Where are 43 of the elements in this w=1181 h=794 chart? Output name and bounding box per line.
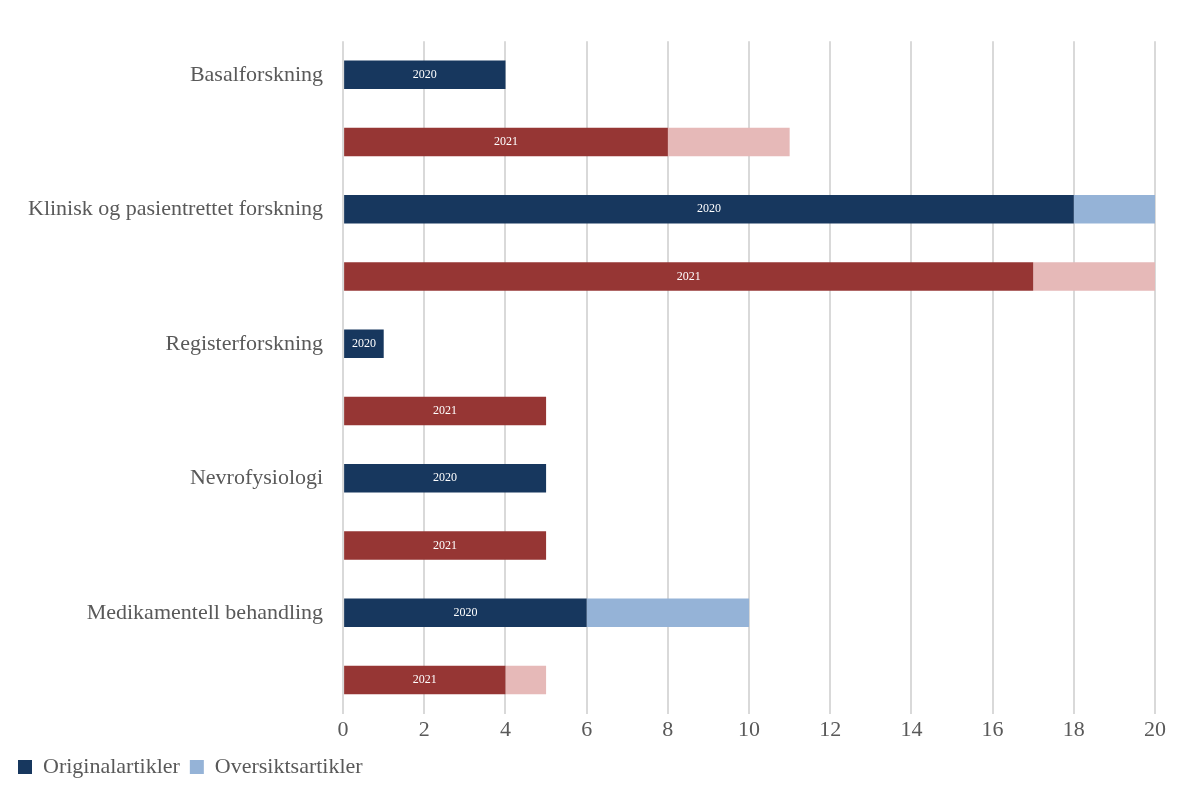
annotation: 2020 bbox=[412, 66, 437, 81]
y-tick-label: Klinisk og pasientrettet forskning bbox=[28, 195, 324, 221]
bar bbox=[1033, 262, 1155, 291]
annotation: 2020 bbox=[433, 470, 458, 485]
bar bbox=[344, 598, 587, 628]
y-tick-label: Basalforskning bbox=[189, 60, 324, 86]
x-tick-label: 2 bbox=[418, 715, 430, 741]
x-tick-label: 0 bbox=[337, 715, 349, 741]
legend-label: Originalartikler bbox=[43, 752, 181, 778]
bar bbox=[1073, 195, 1155, 224]
x-tick-label: 14 bbox=[900, 715, 923, 741]
bar bbox=[344, 195, 1074, 224]
x-tick-label: 20 bbox=[1144, 715, 1166, 741]
annotation: 2021 bbox=[676, 268, 701, 283]
annotation: 2020 bbox=[453, 604, 478, 619]
bar bbox=[667, 127, 790, 157]
bar bbox=[344, 262, 1034, 291]
annotation: 2021 bbox=[433, 537, 458, 552]
x-tick-label: 18 bbox=[1062, 715, 1085, 741]
bar bbox=[344, 396, 547, 426]
annotation: 2021 bbox=[433, 403, 458, 418]
annotation: 2020 bbox=[351, 335, 376, 350]
y-tick-label: Nevrofysiologi bbox=[189, 464, 324, 490]
legend-label: Oversiktsartikler bbox=[214, 752, 364, 778]
x-tick-label: 6 bbox=[581, 715, 593, 741]
bar bbox=[344, 127, 668, 157]
x-tick-label: 8 bbox=[662, 715, 674, 741]
bar bbox=[505, 665, 547, 695]
annotation: 2021 bbox=[412, 672, 437, 687]
x-tick-label: 12 bbox=[819, 715, 842, 741]
bar bbox=[344, 665, 506, 695]
bar bbox=[344, 329, 384, 359]
bar bbox=[344, 463, 547, 493]
bar bbox=[344, 531, 547, 560]
x-tick-label: 16 bbox=[981, 715, 1004, 741]
y-tick-label: Registerforskning bbox=[165, 329, 324, 355]
bar bbox=[344, 60, 506, 90]
y-tick-label: Medikamentell behandling bbox=[86, 598, 324, 624]
annotation: 2020 bbox=[696, 201, 721, 216]
bar bbox=[586, 598, 750, 628]
x-tick-label: 10 bbox=[738, 715, 761, 741]
annotation: 2021 bbox=[494, 134, 518, 149]
x-tick-label: 4 bbox=[500, 715, 511, 741]
